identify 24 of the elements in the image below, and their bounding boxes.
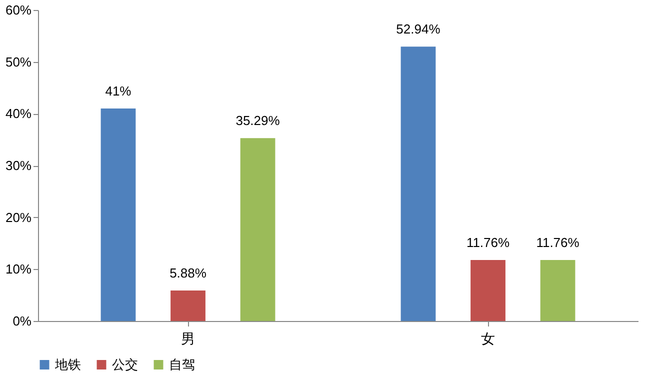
data-label: 35.29% [236,113,280,128]
x-tick-label: 男 [181,330,195,346]
data-label: 52.94% [396,22,441,37]
data-label: 5.88% [170,266,207,281]
data-label: 11.76% [466,235,510,250]
bar [540,260,576,321]
bar [240,138,276,321]
legend-label: 自驾 [169,356,195,372]
legend-label: 公交 [112,356,138,372]
legend-label: 地铁 [54,356,81,372]
y-tick-label: 20% [5,210,32,225]
y-tick-label: 50% [5,54,32,70]
data-label: 41% [105,83,132,98]
y-tick-label: 10% [5,262,32,277]
y-tick-label: 30% [5,158,32,173]
bar [470,260,506,321]
bar [170,290,206,321]
data-label: 11.76% [536,235,580,250]
y-tick-label: 0% [12,314,32,328]
y-tick-label: 60% [5,2,32,18]
x-tick-label: 女 [481,330,495,346]
bar [100,108,136,321]
y-tick-label: 40% [5,106,32,122]
bar [400,46,436,321]
